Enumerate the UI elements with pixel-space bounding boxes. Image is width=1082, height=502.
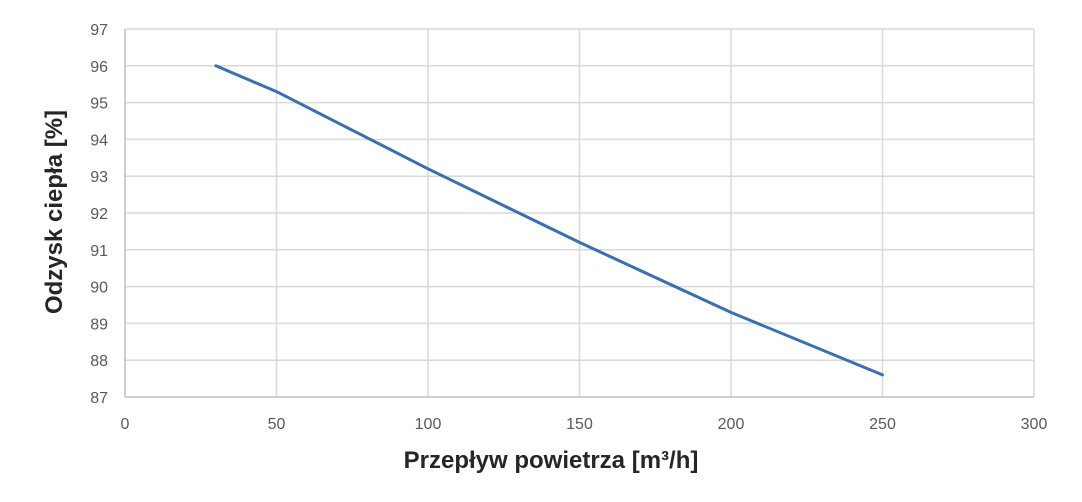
y-tick-label: 89 <box>90 316 108 333</box>
axes <box>124 29 1034 398</box>
x-tick-label: 50 <box>268 416 286 433</box>
series-layer <box>214 64 884 377</box>
x-tick-label: 100 <box>415 416 442 433</box>
y-tick-labels: 87 88 89 90 91 92 93 94 95 96 97 <box>90 22 108 407</box>
y-tick-label: 87 <box>90 390 108 407</box>
y-axis-title: Odzysk ciepła [%] <box>41 110 68 314</box>
y-tick-label: 90 <box>90 280 108 297</box>
y-tick-label: 93 <box>90 169 108 186</box>
series-line <box>214 64 884 377</box>
x-axis-title: Przepływ powietrza [m³/h] <box>404 447 699 474</box>
x-tick-label: 0 <box>121 416 130 433</box>
y-tick-label: 96 <box>90 59 108 76</box>
x-tick-label: 300 <box>1021 416 1048 433</box>
y-tick-label: 95 <box>90 96 108 113</box>
x-tick-labels: 0 50 100 150 200 250 300 <box>121 416 1048 433</box>
y-tick-label: 91 <box>90 243 108 260</box>
x-tick-label: 200 <box>718 416 745 433</box>
x-tick-label: 250 <box>869 416 896 433</box>
x-tick-label: 150 <box>566 416 593 433</box>
y-tick-label: 94 <box>90 132 108 149</box>
y-tick-label: 88 <box>90 353 108 370</box>
y-tick-label: 97 <box>90 22 108 39</box>
y-tick-label: 92 <box>90 206 108 223</box>
